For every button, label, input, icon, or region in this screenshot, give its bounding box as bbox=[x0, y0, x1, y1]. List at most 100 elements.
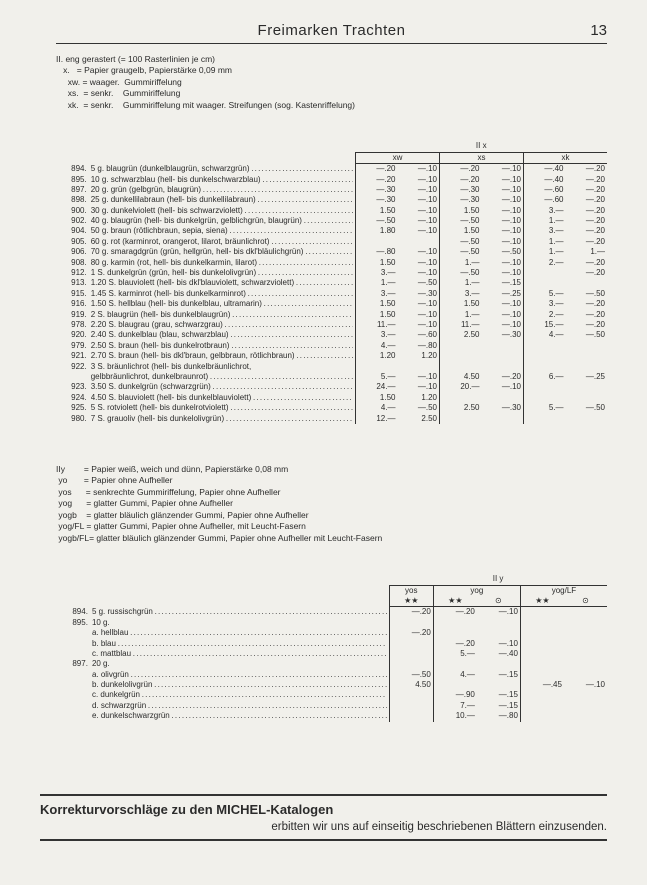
price-cell: —.20 bbox=[565, 216, 607, 226]
legend-line: yogb = glatter bläulich glänzender Gummi… bbox=[56, 510, 607, 521]
price-cell: 7.— bbox=[433, 701, 477, 711]
cat-no bbox=[56, 701, 90, 711]
symbol-header: ★★ bbox=[433, 596, 477, 607]
price-cell: 15.— bbox=[523, 320, 565, 330]
price-cell: 5.— bbox=[355, 372, 397, 382]
cat-desc: 10 g. bbox=[90, 618, 389, 628]
price-cell: 1.20 bbox=[355, 351, 397, 361]
price-cell: —.20 bbox=[565, 299, 607, 309]
cat-desc: 3 S. bräunlichrot (hell- bis dunkelbräun… bbox=[89, 362, 356, 372]
price-cell: —.50 bbox=[481, 247, 523, 257]
price-cell: 2.50 bbox=[439, 330, 481, 340]
col-header: yog bbox=[433, 585, 520, 596]
price-cell: —.20 bbox=[389, 628, 433, 638]
group-header: II x bbox=[355, 141, 607, 152]
cat-no: 906. bbox=[56, 247, 89, 257]
price-cell: —.60 bbox=[397, 330, 439, 340]
price-cell bbox=[564, 639, 607, 649]
price-cell bbox=[439, 414, 481, 424]
price-cell: —.20 bbox=[565, 175, 607, 185]
price-cell: —.10 bbox=[477, 639, 521, 649]
price-cell: —.30 bbox=[481, 330, 523, 340]
price-cell: —.10 bbox=[481, 185, 523, 195]
footer-title: Korrekturvorschläge zu den MICHEL-Katalo… bbox=[40, 802, 607, 817]
price-cell: —.50 bbox=[397, 403, 439, 413]
price-cell: —.10 bbox=[481, 268, 523, 278]
price-cell: —.20 bbox=[565, 195, 607, 205]
cat-desc: 4.50 S. blauviolett (hell- bis dunkelbla… bbox=[89, 393, 356, 403]
symbol-header: ⊙ bbox=[564, 596, 607, 607]
symbol-header: ★★ bbox=[389, 596, 433, 607]
price-cell bbox=[565, 393, 607, 403]
price-cell: —.10 bbox=[397, 258, 439, 268]
cat-desc: 5 g. blaugrün (dunkelblaugrün, schwarzgr… bbox=[89, 164, 356, 175]
price-cell: —.20 bbox=[565, 258, 607, 268]
price-cell: 1.— bbox=[439, 258, 481, 268]
price-cell: —.10 bbox=[397, 310, 439, 320]
price-cell: —.10 bbox=[397, 320, 439, 330]
cat-desc: 2.40 S. dunkelblau (blau, schwarzblau) bbox=[89, 330, 356, 340]
price-cell bbox=[565, 362, 607, 372]
price-cell: —.10 bbox=[397, 164, 439, 175]
price-cell: 3.— bbox=[523, 226, 565, 236]
price-cell: —.10 bbox=[397, 299, 439, 309]
price-cell bbox=[564, 628, 607, 638]
price-cell bbox=[564, 618, 607, 628]
price-cell bbox=[523, 278, 565, 288]
price-cell: —.20 bbox=[565, 268, 607, 278]
price-cell: —.10 bbox=[397, 372, 439, 382]
legend-line: yog = glatter Gummi, Papier ohne Aufhell… bbox=[56, 498, 607, 509]
price-cell: —.80 bbox=[355, 247, 397, 257]
price-cell bbox=[355, 362, 397, 372]
intro-block: II. eng gerastert (= 100 Rasterlinien je… bbox=[56, 54, 607, 111]
price-cell: 12.— bbox=[355, 414, 397, 424]
price-cell: 3.— bbox=[523, 299, 565, 309]
price-cell bbox=[477, 628, 521, 638]
price-cell bbox=[564, 701, 607, 711]
price-cell: 1.— bbox=[565, 247, 607, 257]
price-cell bbox=[520, 670, 564, 680]
price-cell bbox=[520, 639, 564, 649]
price-cell: 5.— bbox=[523, 289, 565, 299]
price-cell: —.60 bbox=[523, 195, 565, 205]
price-cell: —.50 bbox=[389, 670, 433, 680]
price-cell: 11.— bbox=[439, 320, 481, 330]
price-cell: —.10 bbox=[481, 320, 523, 330]
legend-line: IIy = Papier weiß, weich und dünn, Papie… bbox=[56, 464, 607, 475]
cat-no bbox=[56, 690, 90, 700]
price-cell bbox=[389, 639, 433, 649]
cat-no: 895. bbox=[56, 618, 90, 628]
cat-no bbox=[56, 639, 90, 649]
price-cell: 24.— bbox=[355, 382, 397, 392]
price-cell: 1.50 bbox=[355, 299, 397, 309]
cat-no: 900. bbox=[56, 206, 89, 216]
price-cell: —.20 bbox=[565, 164, 607, 175]
cat-no: 894. bbox=[56, 607, 90, 618]
footer-rule-top bbox=[40, 794, 607, 796]
price-cell: 11.— bbox=[355, 320, 397, 330]
cat-desc: 1.45 S. karminrot (hell- bis dunkelkarmi… bbox=[89, 289, 356, 299]
page-title: Freimarken Trachten bbox=[56, 22, 607, 39]
price-cell: 1.50 bbox=[439, 226, 481, 236]
price-cell: 1.— bbox=[439, 278, 481, 288]
price-cell bbox=[564, 711, 607, 721]
cat-desc: 5 g. russischgrün bbox=[90, 607, 389, 618]
price-cell: —.90 bbox=[433, 690, 477, 700]
price-cell: —.10 bbox=[481, 237, 523, 247]
price-cell bbox=[523, 393, 565, 403]
price-cell bbox=[520, 649, 564, 659]
price-cell: 1.50 bbox=[355, 258, 397, 268]
price-cell bbox=[520, 701, 564, 711]
legend-line: yogb/FL= glatter bläulich glänzender Gum… bbox=[56, 533, 607, 544]
price-cell: —.45 bbox=[520, 680, 564, 690]
price-cell: —.60 bbox=[523, 185, 565, 195]
price-cell: —.10 bbox=[481, 258, 523, 268]
cat-no: 919. bbox=[56, 310, 89, 320]
cat-no: 921. bbox=[56, 351, 89, 361]
price-cell bbox=[520, 607, 564, 618]
price-cell: —.10 bbox=[481, 382, 523, 392]
cat-no: 898. bbox=[56, 195, 89, 205]
price-cell bbox=[520, 628, 564, 638]
price-cell bbox=[565, 382, 607, 392]
price-cell: 4.— bbox=[433, 670, 477, 680]
